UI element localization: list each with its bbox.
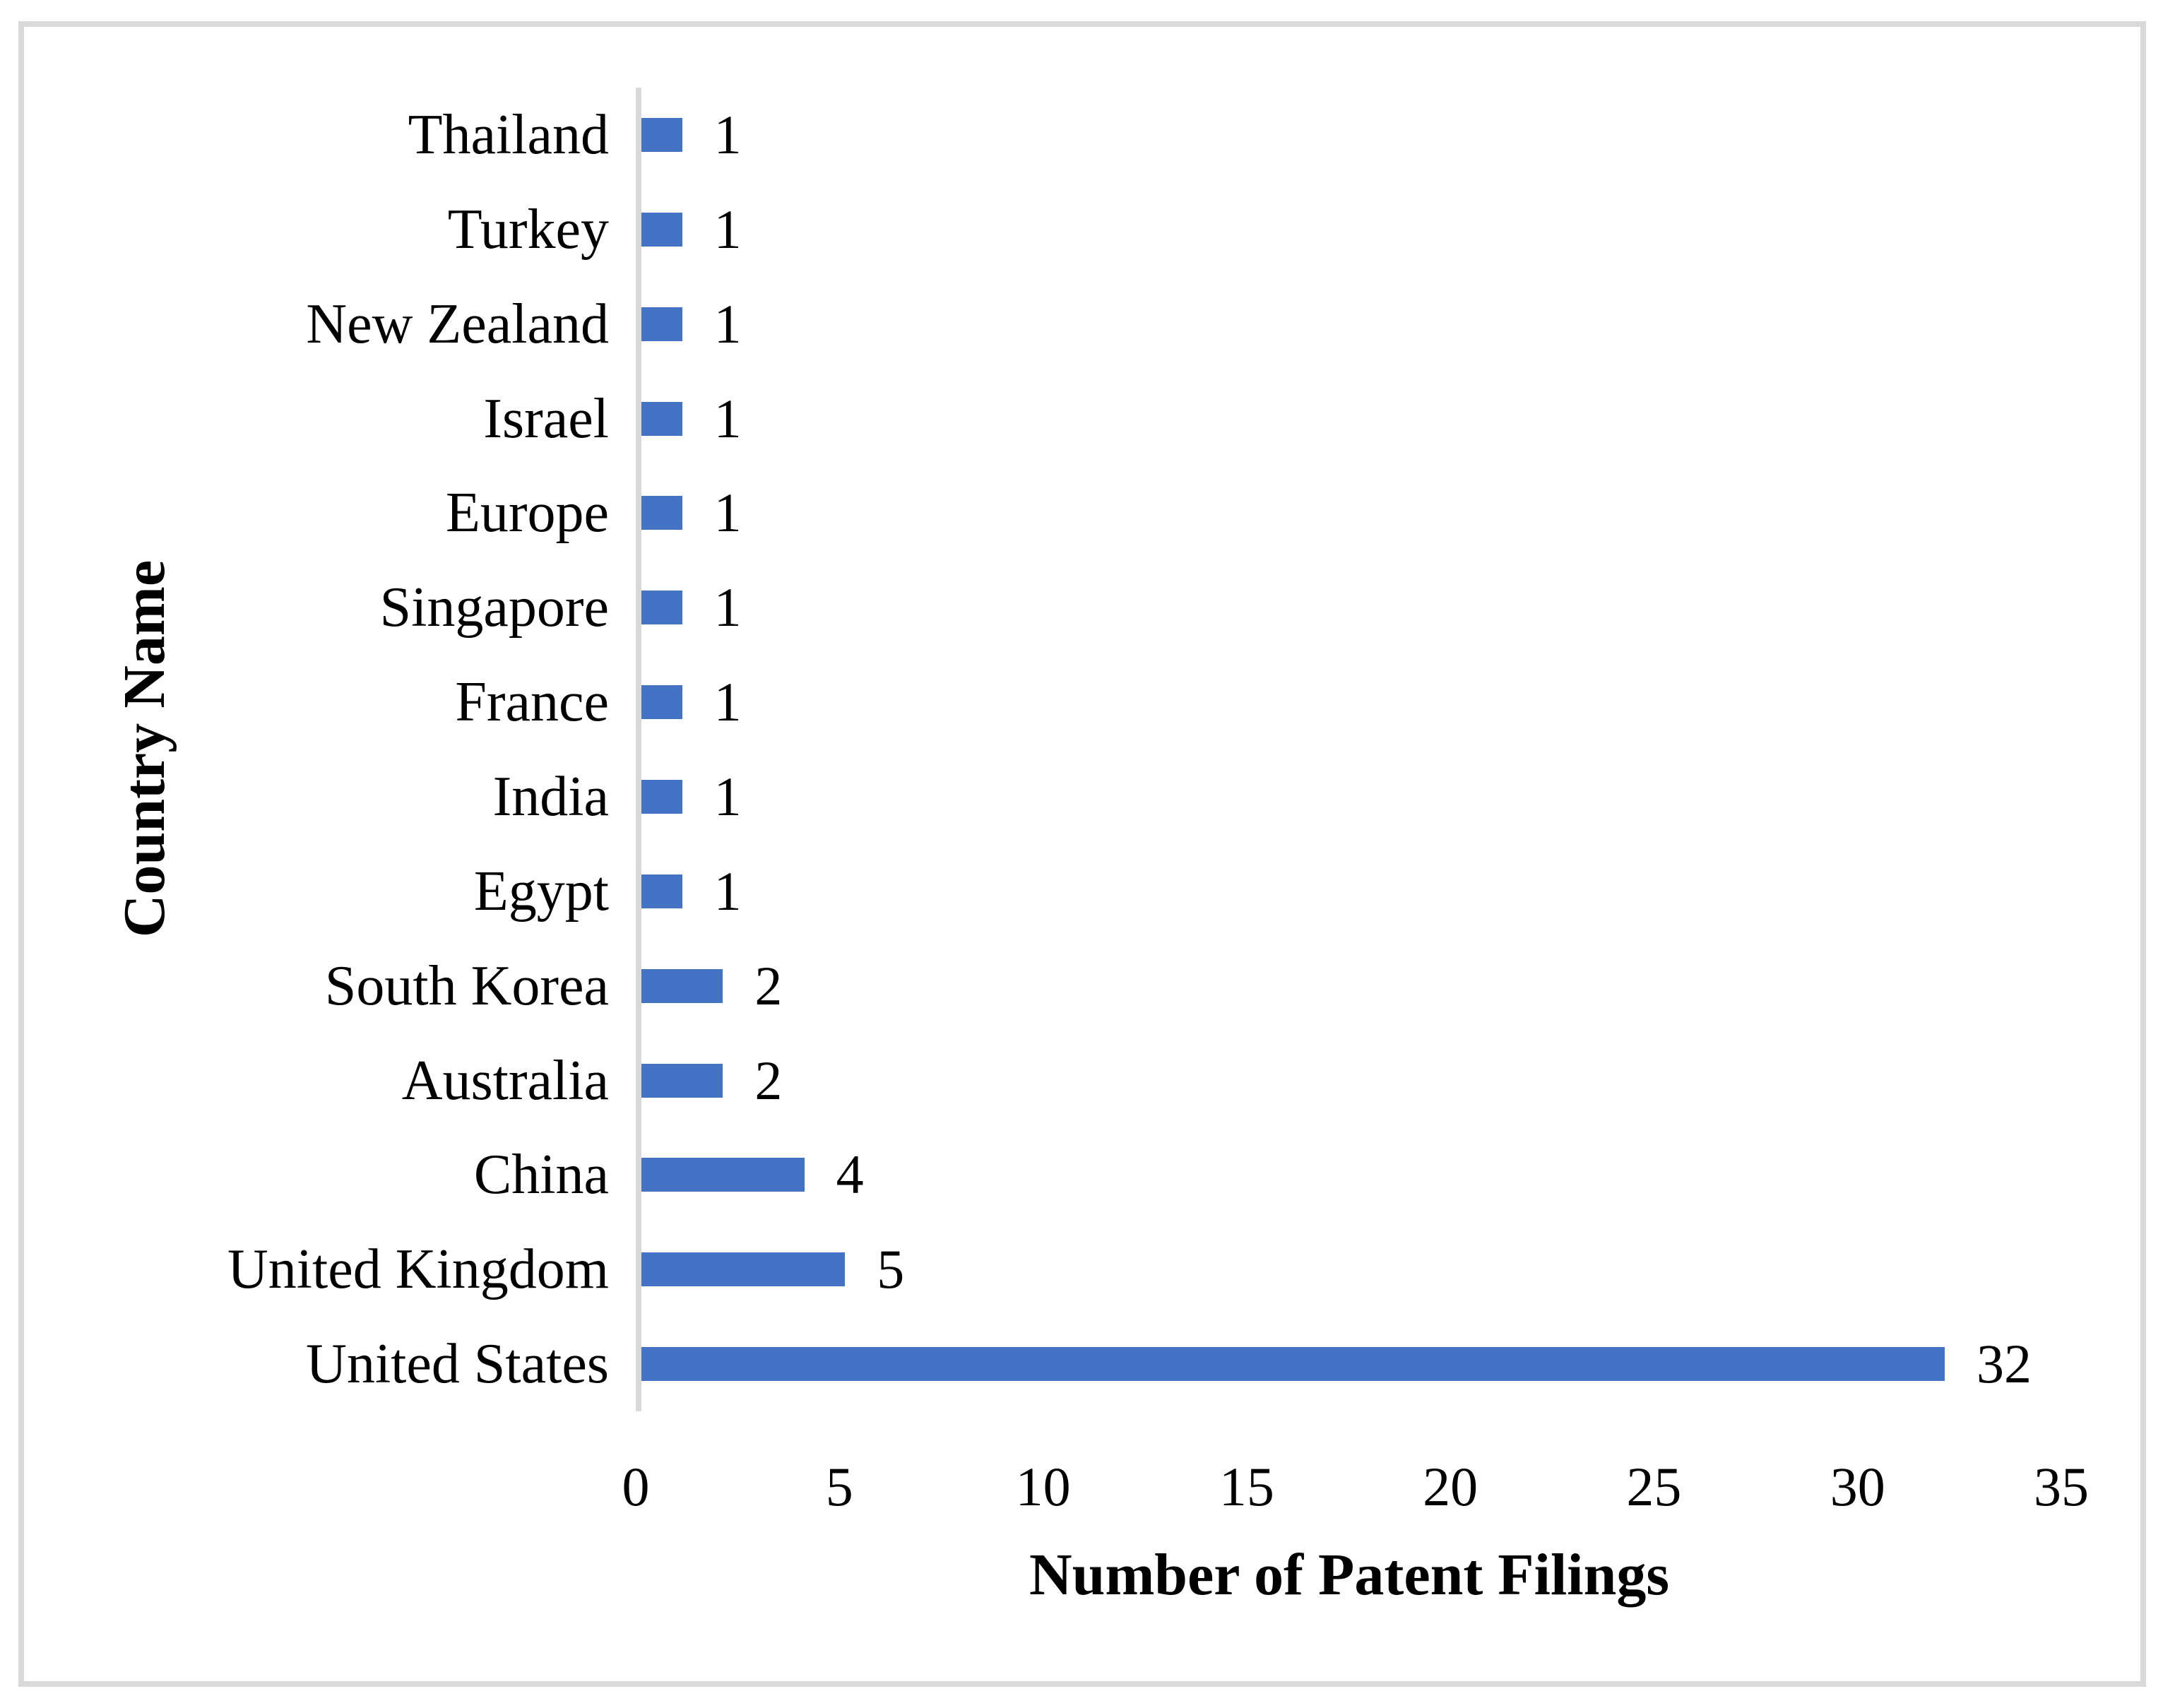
category-label: Egypt (473, 860, 609, 923)
category-label: Turkey (447, 198, 609, 261)
value-label: 1 (713, 860, 742, 922)
category-axis-line (636, 88, 641, 1411)
value-label: 1 (713, 482, 742, 544)
figure-border (18, 21, 2146, 1687)
value-label: 5 (877, 1238, 905, 1300)
x-tick-label: 0 (622, 1456, 650, 1517)
x-tick-label: 10 (1015, 1456, 1071, 1517)
bar (641, 401, 682, 436)
bar (641, 874, 682, 908)
category-label: France (455, 671, 609, 734)
category-label: China (473, 1144, 609, 1206)
x-tick-label: 35 (2033, 1456, 2089, 1517)
category-label: Australia (401, 1049, 609, 1112)
category-label: Europe (445, 482, 609, 545)
bar (641, 1063, 723, 1098)
value-label: 1 (713, 671, 742, 733)
bar (641, 779, 682, 814)
bar (641, 1252, 846, 1287)
x-tick-label: 30 (1830, 1456, 1885, 1517)
value-label: 1 (713, 576, 742, 639)
bar (641, 496, 682, 530)
x-tick-label: 20 (1423, 1456, 1478, 1517)
value-label: 1 (713, 292, 742, 355)
x-tick-label: 5 (825, 1456, 853, 1517)
value-label: 1 (713, 765, 742, 827)
category-label: United Kingdom (227, 1238, 609, 1301)
bar (641, 1158, 805, 1192)
bar (641, 1347, 1945, 1382)
x-tick-label: 25 (1626, 1456, 1682, 1517)
x-tick-label: 15 (1219, 1456, 1274, 1517)
bar (641, 591, 682, 625)
bar (641, 212, 682, 247)
category-label: United States (306, 1333, 609, 1396)
category-label: South Korea (324, 954, 609, 1017)
value-label: 4 (836, 1144, 864, 1206)
category-label: New Zealand (306, 292, 609, 355)
category-label: Singapore (379, 576, 609, 639)
value-label: 2 (754, 1049, 783, 1111)
value-label: 2 (754, 954, 783, 1016)
value-label: 1 (713, 103, 742, 165)
category-label: India (492, 765, 609, 828)
value-label: 1 (713, 198, 742, 260)
category-label: Israel (483, 387, 609, 450)
bar (641, 968, 723, 1003)
x-axis-title: Number of Patent Filings (1029, 1542, 1670, 1608)
value-label: 32 (1977, 1333, 2032, 1395)
category-label: Thailand (408, 103, 609, 166)
bar (641, 307, 682, 341)
value-label: 1 (713, 387, 742, 449)
bar (641, 685, 682, 720)
bar (641, 117, 682, 152)
